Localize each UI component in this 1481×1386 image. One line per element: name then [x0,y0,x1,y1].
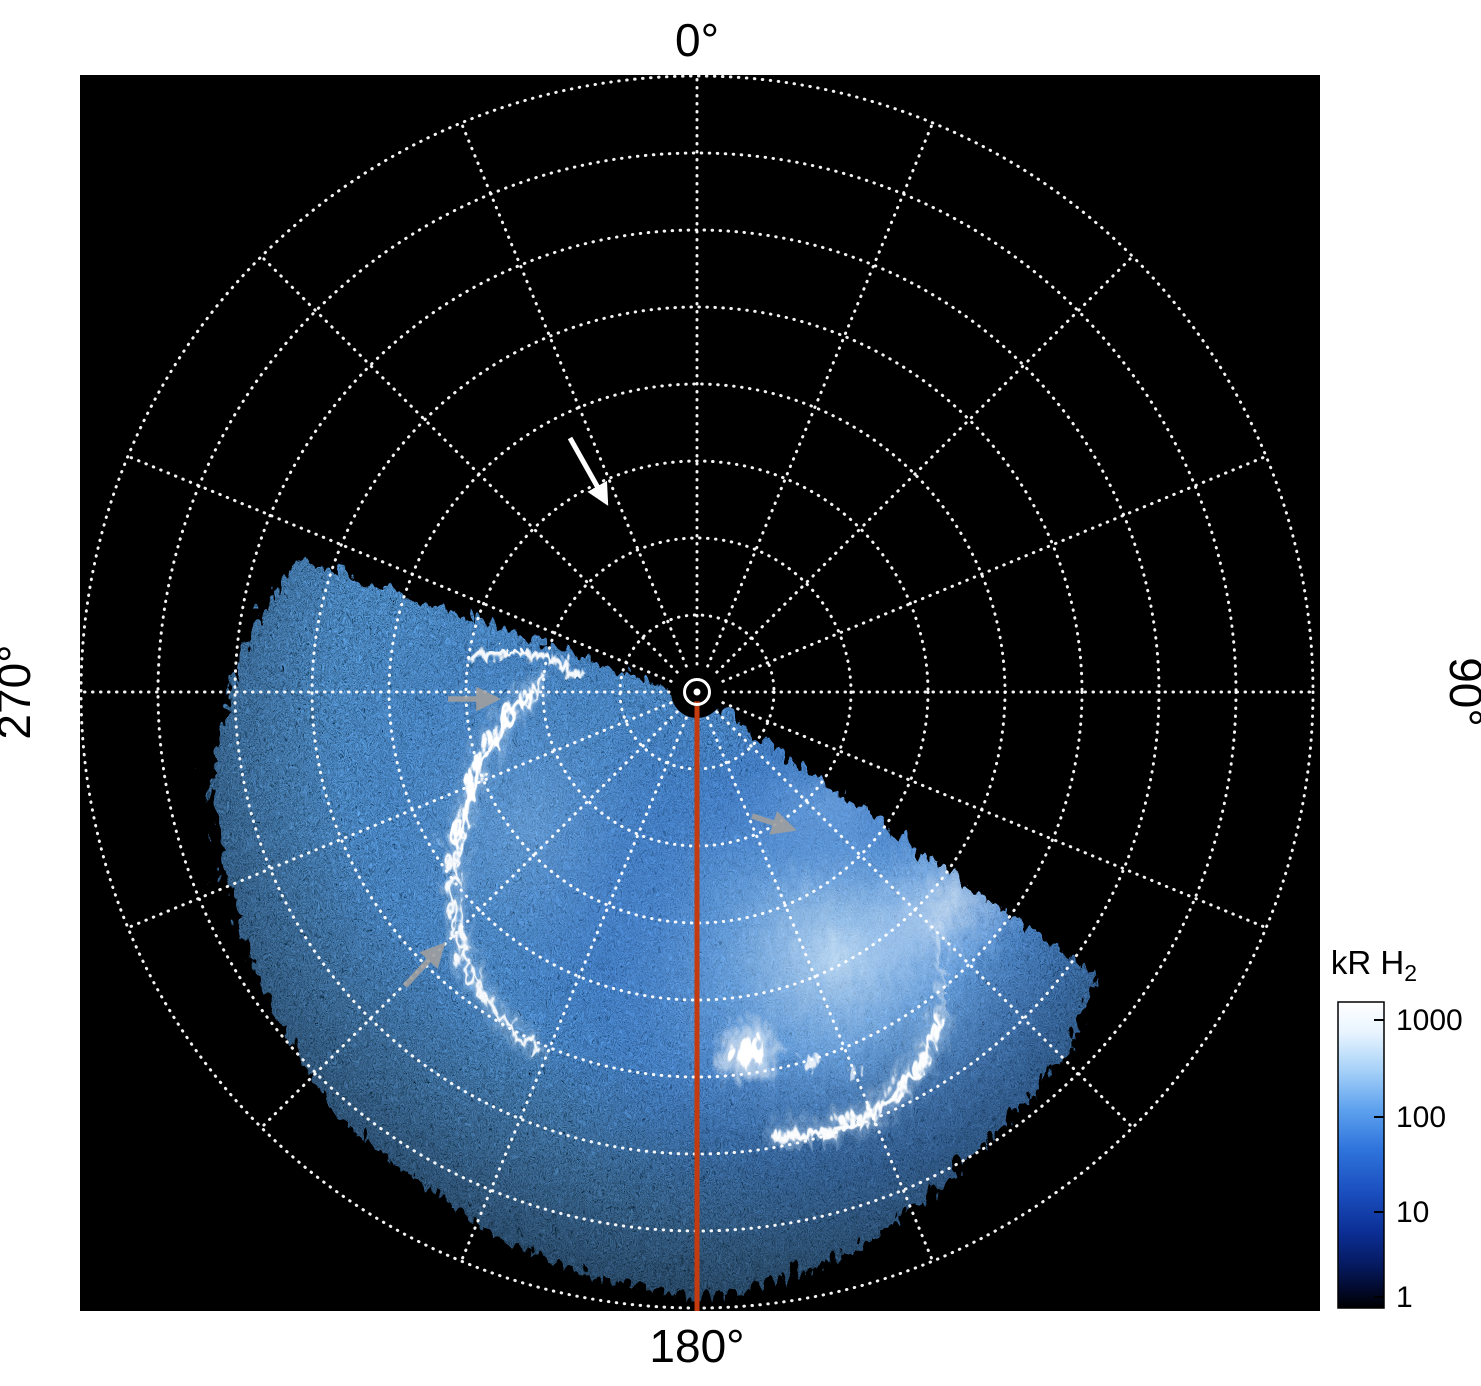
colorbar-tick-label: 10 [1396,1196,1429,1229]
grid-ring [310,305,1084,1079]
colorbar-tick-label: 1000 [1396,1004,1463,1037]
angle-label-bottom: 180° [649,1320,744,1372]
annotation-arrow-white [567,436,609,506]
pole-marker [683,678,711,706]
grid-spoke [706,121,935,668]
angle-label-right: 90° [1440,657,1481,727]
colorbar: kR H2 1000 100 10 1 [1331,944,1463,1314]
colorbar-gradient [1337,1001,1385,1309]
grid-ring [464,459,930,925]
angle-label-top: 0° [675,14,719,66]
grid-spoke [126,701,673,930]
grid-spoke [126,454,673,683]
grid-spoke [459,716,688,1263]
grid-spoke [721,454,1268,683]
annotation-arrow-gray-3 [402,942,446,988]
annotation-arrow-gray-2 [751,811,797,835]
angle-label-left: 270° [0,644,40,739]
grid-spoke [706,716,935,1263]
grid-spoke [459,121,688,668]
colorbar-tick-label: 100 [1396,1101,1446,1134]
colorbar-tick-label: 1 [1396,1281,1413,1314]
grid-spoke [721,701,1268,930]
colorbar-title: kR H2 [1331,944,1417,986]
